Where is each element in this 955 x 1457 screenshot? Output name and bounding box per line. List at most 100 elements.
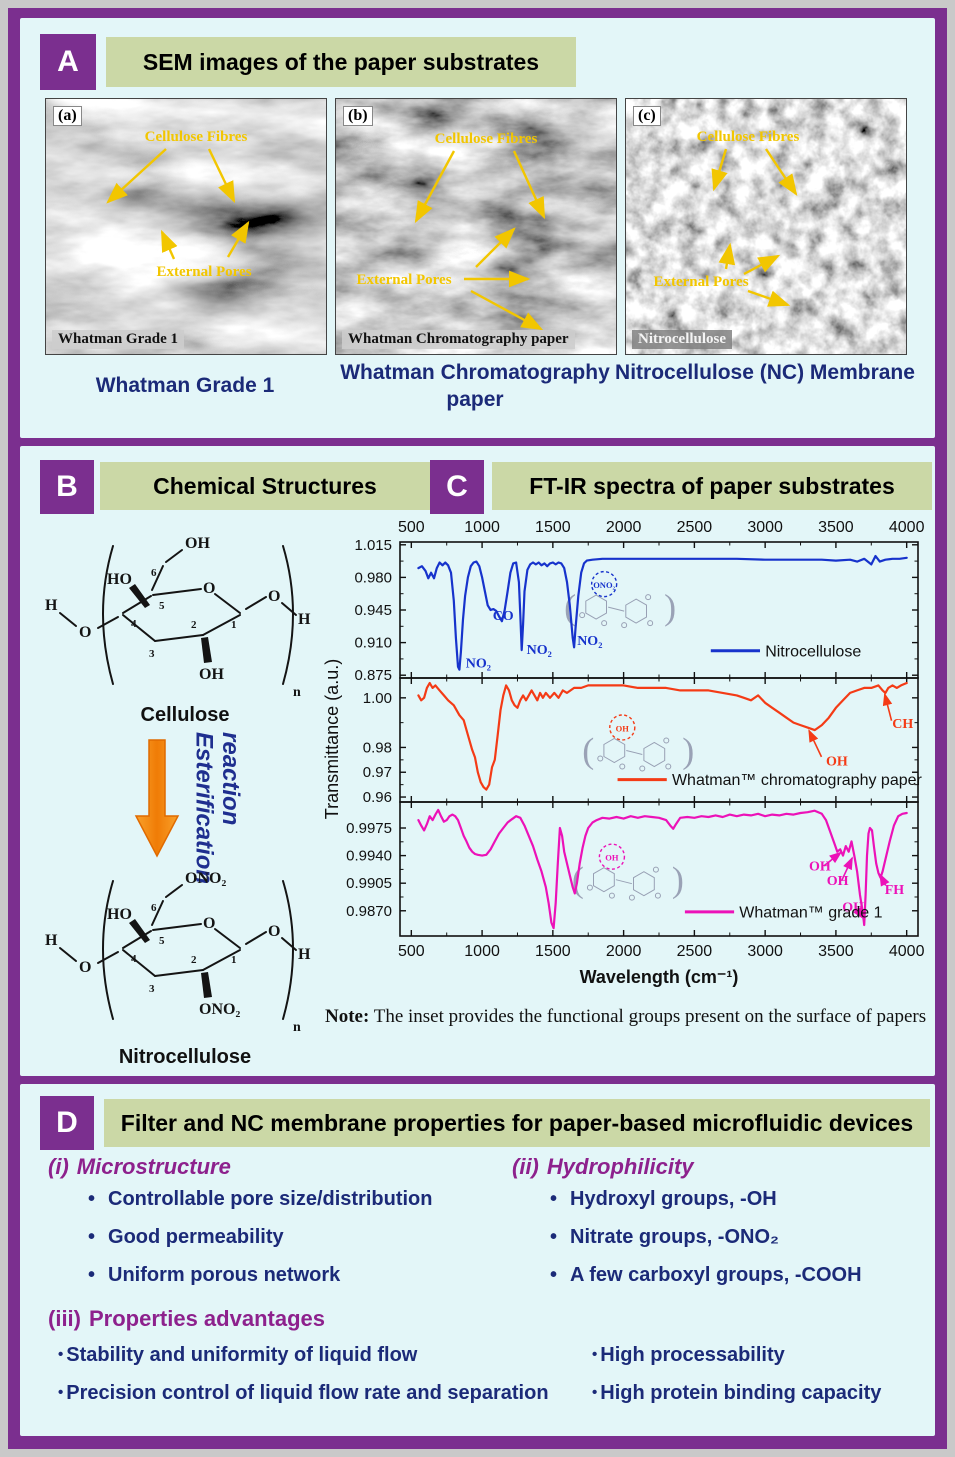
svg-text:1500: 1500	[535, 943, 571, 960]
sem-image-whatman-chromatography: Cellulose Fibres External Pores (b) What…	[335, 98, 617, 355]
list-item: Precision control of liquid flow rate an…	[58, 1382, 548, 1405]
panel-d-title-bar: Filter and NC membrane properties for pa…	[104, 1099, 930, 1147]
list-item: High protein binding capacity	[592, 1382, 881, 1405]
cellulose-structure: OH 6 HO H O O O H 5 4 3 2 1 OH n	[45, 535, 311, 700]
svg-text:0.9975: 0.9975	[346, 820, 392, 837]
svg-text:3000: 3000	[747, 943, 783, 960]
properties-advantages-heading-text: Properties advantages	[89, 1306, 325, 1331]
svg-text:CO: CO	[493, 609, 514, 624]
esterification-arrow-icon	[134, 739, 180, 858]
nitrocellulose-num1: 1	[231, 954, 237, 966]
svg-text:): )	[672, 860, 684, 900]
list-item: Good permeability	[88, 1226, 284, 1249]
svg-text:0.9940: 0.9940	[346, 848, 392, 865]
list-item: High processability	[592, 1344, 785, 1367]
nitrocellulose-h-left: H	[45, 932, 58, 949]
svg-text:): )	[664, 587, 676, 627]
nitrocellulose-o-ring: O	[203, 915, 215, 932]
pores-label-a: External Pores	[156, 264, 251, 280]
nitrocellulose-num3: 3	[149, 983, 155, 995]
nitrocellulose-o-left: O	[79, 959, 91, 976]
nitrocellulose-num6: 6	[151, 902, 157, 914]
nitrocellulose-name: Nitrocellulose	[118, 1046, 252, 1068]
panel-c-tag-letter: C	[446, 470, 468, 503]
svg-text:2500: 2500	[677, 519, 713, 536]
panel-b-tag: B	[40, 460, 94, 514]
cellulose-num5: 5	[159, 600, 165, 612]
svg-text:0.875: 0.875	[354, 667, 392, 684]
chart-note-label: Note:	[325, 1006, 370, 1027]
hydrophilicity-heading-text: Hydrophilicity	[546, 1154, 694, 1179]
panel-a-tag-letter: A	[57, 45, 79, 78]
svg-text:0.9905: 0.9905	[346, 875, 392, 892]
nitrocellulose-num4: 4	[131, 953, 137, 965]
properties-advantages-heading: (iii) Properties advantages	[48, 1306, 325, 1332]
hydrophilicity-heading: (ii) Hydrophilicity	[512, 1154, 694, 1180]
svg-text:1.00: 1.00	[363, 690, 392, 707]
microstructure-heading-num: (i)	[48, 1154, 69, 1179]
svg-text:500: 500	[398, 519, 425, 536]
sem-texture-a	[46, 99, 326, 354]
sem-name-b: Whatman Chromatography paper	[342, 330, 575, 349]
sem-image-whatman-grade1: Cellulose Fibres External Pores (a) What…	[45, 98, 327, 355]
list-item: A few carboxyl groups, -COOH	[550, 1264, 862, 1287]
svg-text:0.98: 0.98	[363, 739, 392, 756]
svg-text:Whatman™ chromatography paper: Whatman™ chromatography paper	[672, 772, 923, 789]
nitrocellulose-c6-group: ONO₂	[185, 870, 226, 887]
svg-text:NO₂: NO₂	[527, 643, 552, 658]
cellulose-num4: 4	[131, 618, 137, 630]
panel-c-title-bar: FT-IR spectra of paper substrates	[492, 462, 932, 510]
svg-text:3500: 3500	[818, 519, 854, 536]
panel-a-title: SEM images of the paper substrates	[142, 48, 540, 75]
svg-text:NO₂: NO₂	[577, 634, 602, 649]
svg-text:FH: FH	[885, 883, 905, 898]
caption-whatman-grade1: Whatman Grade 1	[95, 374, 275, 397]
esterification-label-line1: Esterification	[190, 732, 218, 885]
sem-tag-a: (a)	[53, 106, 82, 126]
list-item: Uniform porous network	[88, 1264, 340, 1287]
panel-b-tag-letter: B	[56, 470, 78, 503]
sem-tag-b: (b)	[343, 106, 373, 126]
panel-a-section: A SEM images of the paper substrates Cel…	[20, 18, 935, 438]
panel-d-title: Filter and NC membrane properties for pa…	[120, 1109, 914, 1136]
svg-text:Whatman™ grade 1: Whatman™ grade 1	[739, 904, 882, 921]
sem-texture-b	[336, 99, 616, 354]
panel-d-section: D Filter and NC membrane properties for …	[20, 1084, 935, 1436]
sem-tag-c: (c)	[633, 106, 661, 126]
nitrocellulose-c2-group: ONO₂	[199, 1001, 240, 1018]
svg-text:OH: OH	[605, 853, 619, 863]
svg-text:2000: 2000	[606, 519, 642, 536]
svg-text:2000: 2000	[606, 943, 642, 960]
svg-text:0.9870: 0.9870	[346, 903, 392, 920]
svg-text:500: 500	[398, 943, 425, 960]
pores-label-b: External Pores	[356, 272, 451, 288]
esterification-label: Esterification reaction	[190, 732, 243, 892]
cellulose-o-right: O	[268, 588, 280, 605]
svg-text:1000: 1000	[464, 943, 500, 960]
sem-name-c: Nitrocellulose	[632, 330, 733, 349]
sem-annotations-a: Cellulose Fibres External Pores	[106, 129, 252, 280]
cellulose-name: Cellulose	[140, 704, 230, 726]
fibres-label-a: Cellulose Fibres	[145, 129, 248, 145]
fibres-label-b: Cellulose Fibres	[435, 131, 538, 147]
svg-text:2500: 2500	[677, 943, 713, 960]
caption-whatman-chromatography: Whatman Chromatography paper	[340, 361, 610, 411]
svg-text:0.980: 0.980	[354, 569, 392, 586]
svg-text:3000: 3000	[747, 519, 783, 536]
list-item: Stability and uniformity of liquid flow	[58, 1344, 417, 1367]
panel-c-tag: C	[430, 460, 484, 514]
svg-text:0.910: 0.910	[354, 635, 392, 652]
nitrocellulose-structure: ONO₂ 6 HO H O O O H 5 4 3 2 1 ONO₂ n	[45, 870, 311, 1035]
panel-d-tag-letter: D	[56, 1106, 78, 1139]
cellulose-num6: 6	[151, 567, 157, 579]
cellulose-ho: HO	[107, 571, 132, 588]
sem-annotations-c: Cellulose Fibres External Pores	[653, 129, 799, 307]
svg-text:Transmittance (a.u.): Transmittance (a.u.)	[322, 659, 342, 819]
panel-b-title: Chemical Structures	[153, 472, 377, 499]
svg-text:OH: OH	[616, 723, 630, 733]
sem-image-nitrocellulose: Cellulose Fibres External Pores (c) Nitr…	[625, 98, 907, 355]
svg-text:OH: OH	[826, 754, 848, 769]
cellulose-num2: 2	[191, 619, 197, 631]
svg-text:3500: 3500	[818, 943, 854, 960]
